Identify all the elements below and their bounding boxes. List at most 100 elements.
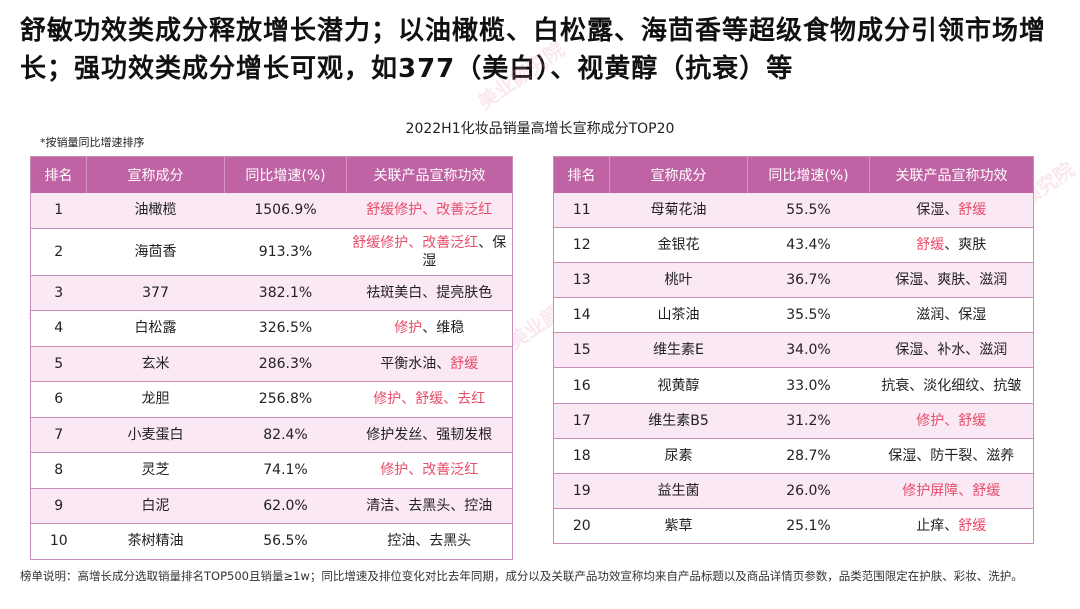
rank-cell: 6 (30, 381, 87, 418)
effect-text: 止痒、 (916, 517, 959, 534)
rank-cell: 15 (553, 332, 610, 369)
rank-cell: 14 (553, 297, 610, 334)
effects-cell: 修护、维稳 (346, 310, 513, 347)
page-headline: 舒敏功效类成分释放增长潜力；以油橄榄、白松露、海茴香等超级食物成分引领市场增长；… (20, 16, 1047, 84)
growth-cell: 28.7% (747, 438, 870, 474)
growth-cell: 82.4% (224, 417, 347, 453)
col-ingredient-header: 宣称成分 (609, 156, 748, 193)
ingredient-cell: 海茴香 (86, 228, 225, 276)
rank-cell: 1 (30, 193, 87, 229)
table-row: 15 维生素E 34.0% 保湿、补水、滋润 (553, 332, 1034, 369)
rank-cell: 12 (553, 227, 610, 264)
rank-cell: 13 (553, 262, 610, 299)
highlighted-effect: 舒缓修护、改善泛红 (352, 234, 479, 251)
table-header-row: 排名 宣称成分 同比增速(%) 关联产品宣称功效 (30, 156, 513, 193)
effects-cell: 舒缓修护、改善泛红 (346, 193, 513, 229)
table-row: 13 桃叶 36.7% 保湿、爽肤、滋润 (553, 262, 1034, 299)
rank-cell: 9 (30, 488, 87, 524)
col-effects-header: 关联产品宣称功效 (869, 156, 1034, 193)
growth-cell: 34.0% (747, 332, 870, 369)
table-row: 2 海茴香 913.3% 舒缓修护、改善泛红、保湿 (30, 228, 513, 276)
effects-cell: 平衡水油、舒缓 (346, 346, 513, 382)
rank-cell: 5 (30, 346, 87, 382)
effects-cell: 控油、去黑头 (346, 523, 513, 560)
table-row: 12 金银花 43.4% 舒缓、爽肤 (553, 227, 1034, 264)
rank-cell: 4 (30, 310, 87, 347)
effects-cell: 舒缓修护、改善泛红、保湿 (346, 228, 513, 276)
effects-cell: 止痒、舒缓 (869, 508, 1034, 544)
highlighted-effect: 修护屏障、舒缓 (902, 482, 1001, 499)
effects-cell: 修护发丝、强韧发根 (346, 417, 513, 453)
table-row: 3 377 382.1% 祛斑美白、提亮肤色 (30, 275, 513, 311)
effect-text: 、维稳 (422, 320, 465, 337)
effects-cell: 清洁、去黑头、控油 (346, 488, 513, 524)
effects-cell: 修护、舒缓、去红 (346, 381, 513, 418)
effect-text: 保湿、爽肤、滋润 (895, 272, 1008, 289)
table-row: 7 小麦蛋白 82.4% 修护发丝、强韧发根 (30, 417, 513, 453)
growth-cell: 55.5% (747, 193, 870, 229)
growth-cell: 286.3% (224, 346, 347, 382)
table-row: 16 视黄醇 33.0% 抗衰、淡化细纹、抗皱 (553, 367, 1034, 404)
ingredient-cell: 桃叶 (609, 262, 748, 299)
effect-text: 修护发丝、强韧发根 (366, 426, 493, 443)
effect-text: 清洁、去黑头、控油 (366, 497, 493, 514)
footnote: 榜单说明：高增长成分选取销量排名TOP500且销量≥1w；同比增速及排位变化对比… (20, 569, 1023, 583)
col-rank-header: 排名 (553, 156, 610, 193)
growth-cell: 62.0% (224, 488, 347, 524)
rank-cell: 16 (553, 367, 610, 404)
ingredient-cell: 益生菌 (609, 473, 748, 509)
effect-text: 、爽肤 (944, 237, 987, 254)
highlighted-effect: 舒缓修护、改善泛红 (366, 202, 493, 219)
highlighted-effect: 修护 (394, 320, 423, 337)
table-header-row: 排名 宣称成分 同比增速(%) 关联产品宣称功效 (553, 156, 1034, 193)
table-row: 20 紫草 25.1% 止痒、舒缓 (553, 508, 1034, 544)
effects-cell: 抗衰、淡化细纹、抗皱 (869, 367, 1034, 404)
growth-cell: 35.5% (747, 297, 870, 334)
highlighted-effect: 舒缓 (958, 517, 987, 534)
effects-cell: 保湿、舒缓 (869, 193, 1034, 229)
growth-cell: 256.8% (224, 381, 347, 418)
effects-cell: 保湿、防干裂、滋养 (869, 438, 1034, 474)
col-effects-header: 关联产品宣称功效 (346, 156, 513, 193)
rank-cell: 19 (553, 473, 610, 509)
effect-text: 控油、去黑头 (387, 533, 472, 550)
table-row: 14 山茶油 35.5% 滋润、保湿 (553, 297, 1034, 334)
highlighted-effect: 修护、舒缓 (916, 412, 987, 429)
ingredient-cell: 视黄醇 (609, 367, 748, 404)
highlighted-effect: 修护、舒缓、去红 (373, 391, 486, 408)
ingredient-cell: 白松露 (86, 310, 225, 347)
ingredient-cell: 金银花 (609, 227, 748, 264)
rank-cell: 2 (30, 228, 87, 276)
growth-cell: 33.0% (747, 367, 870, 404)
highlighted-effect: 修护、改善泛红 (380, 462, 479, 479)
growth-cell: 326.5% (224, 310, 347, 347)
rank-cell: 10 (30, 523, 87, 560)
highlighted-effect: 舒缓 (450, 355, 479, 372)
table-row: 1 油橄榄 1506.9% 舒缓修护、改善泛红 (30, 193, 513, 229)
ingredient-cell: 山茶油 (609, 297, 748, 334)
effect-text: 保湿、防干裂、滋养 (888, 447, 1015, 464)
ingredient-cell: 玄米 (86, 346, 225, 382)
effect-text: 、保湿 (422, 234, 507, 269)
rank-cell: 17 (553, 403, 610, 439)
ingredient-cell: 尿素 (609, 438, 748, 474)
col-growth-header: 同比增速(%) (747, 156, 870, 193)
effects-cell: 舒缓、爽肤 (869, 227, 1034, 264)
col-growth-header: 同比增速(%) (224, 156, 347, 193)
effects-cell: 修护、改善泛红 (346, 452, 513, 489)
table-row: 4 白松露 326.5% 修护、维稳 (30, 310, 513, 347)
table-row: 5 玄米 286.3% 平衡水油、舒缓 (30, 346, 513, 382)
table-row: 11 母菊花油 55.5% 保湿、舒缓 (553, 193, 1034, 229)
rank-cell: 18 (553, 438, 610, 474)
growth-cell: 43.4% (747, 227, 870, 264)
table-row: 19 益生菌 26.0% 修护屏障、舒缓 (553, 473, 1034, 509)
growth-cell: 74.1% (224, 452, 347, 489)
growth-cell: 56.5% (224, 523, 347, 560)
highlighted-effect: 舒缓 (958, 202, 987, 219)
sort-note: *按销量同比增速排序 (40, 136, 145, 149)
effect-text: 滋润、保湿 (916, 307, 987, 324)
effects-cell: 滋润、保湿 (869, 297, 1034, 334)
ingredient-cell: 维生素E (609, 332, 748, 369)
growth-cell: 913.3% (224, 228, 347, 276)
table-row: 6 龙胆 256.8% 修护、舒缓、去红 (30, 381, 513, 418)
